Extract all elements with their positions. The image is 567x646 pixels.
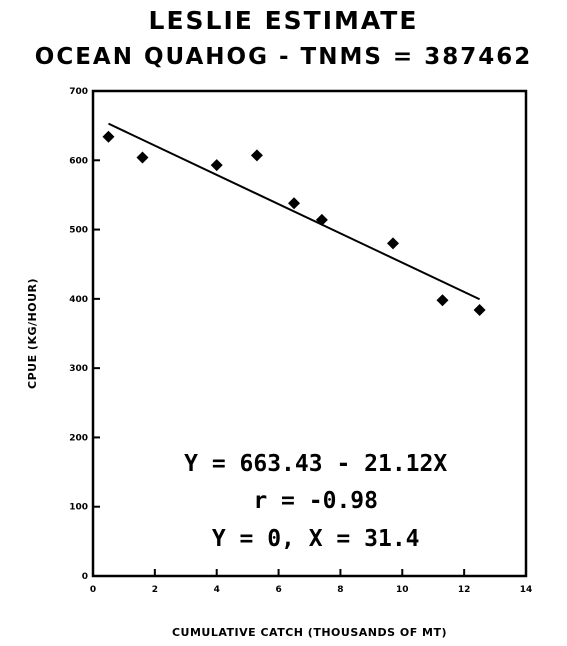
y-tick-label: 0 xyxy=(82,572,88,582)
data-point xyxy=(387,237,400,250)
data-point xyxy=(473,303,486,316)
data-point xyxy=(102,130,115,143)
tick-labels: 0 2 4 6 8 10 12 14 0 100 200 300 400 500 600 700 xyxy=(69,87,532,595)
x-tick-label: 6 xyxy=(275,585,281,595)
data-points xyxy=(102,130,486,316)
y-tick-label: 600 xyxy=(69,156,88,166)
y-tick-label: 300 xyxy=(69,364,88,374)
chart-subtitle: OCEAN QUAHOG - TNMS = 387462 xyxy=(34,44,533,70)
x-tick-label: 8 xyxy=(337,585,343,595)
regression-line xyxy=(108,122,481,301)
data-point xyxy=(436,294,449,307)
x-tick-label: 12 xyxy=(458,585,471,595)
data-point xyxy=(210,159,223,172)
chart-title: LESLIE ESTIMATE xyxy=(148,6,419,35)
plot-frame xyxy=(91,89,528,578)
x-tick-label: 4 xyxy=(214,585,220,595)
y-tick-label: 200 xyxy=(69,433,88,443)
x-tick-label: 14 xyxy=(520,585,533,595)
y-tick-label: 700 xyxy=(69,87,88,97)
x-axis-label: CUMULATIVE CATCH (THOUSANDS OF MT) xyxy=(172,626,447,639)
data-point xyxy=(250,149,263,162)
data-point xyxy=(288,197,301,210)
y-axis-label: CPUE (KG/HOUR) xyxy=(26,278,39,389)
y-tick-label: 400 xyxy=(69,295,88,305)
equation-annotation: Y = 663.43 - 21.12X xyxy=(184,451,447,477)
x-tick-label: 0 xyxy=(90,585,96,595)
data-point xyxy=(136,151,149,164)
x-tick-label: 2 xyxy=(152,585,158,595)
axis-ticks xyxy=(92,90,527,577)
y-tick-label: 500 xyxy=(69,226,88,236)
y-tick-label: 100 xyxy=(69,503,88,513)
data-point xyxy=(315,213,328,226)
x-tick-label: 10 xyxy=(396,585,409,595)
correlation-annotation: r = -0.98 xyxy=(253,488,378,514)
intercept-annotation: Y = 0, X = 31.4 xyxy=(212,526,420,552)
